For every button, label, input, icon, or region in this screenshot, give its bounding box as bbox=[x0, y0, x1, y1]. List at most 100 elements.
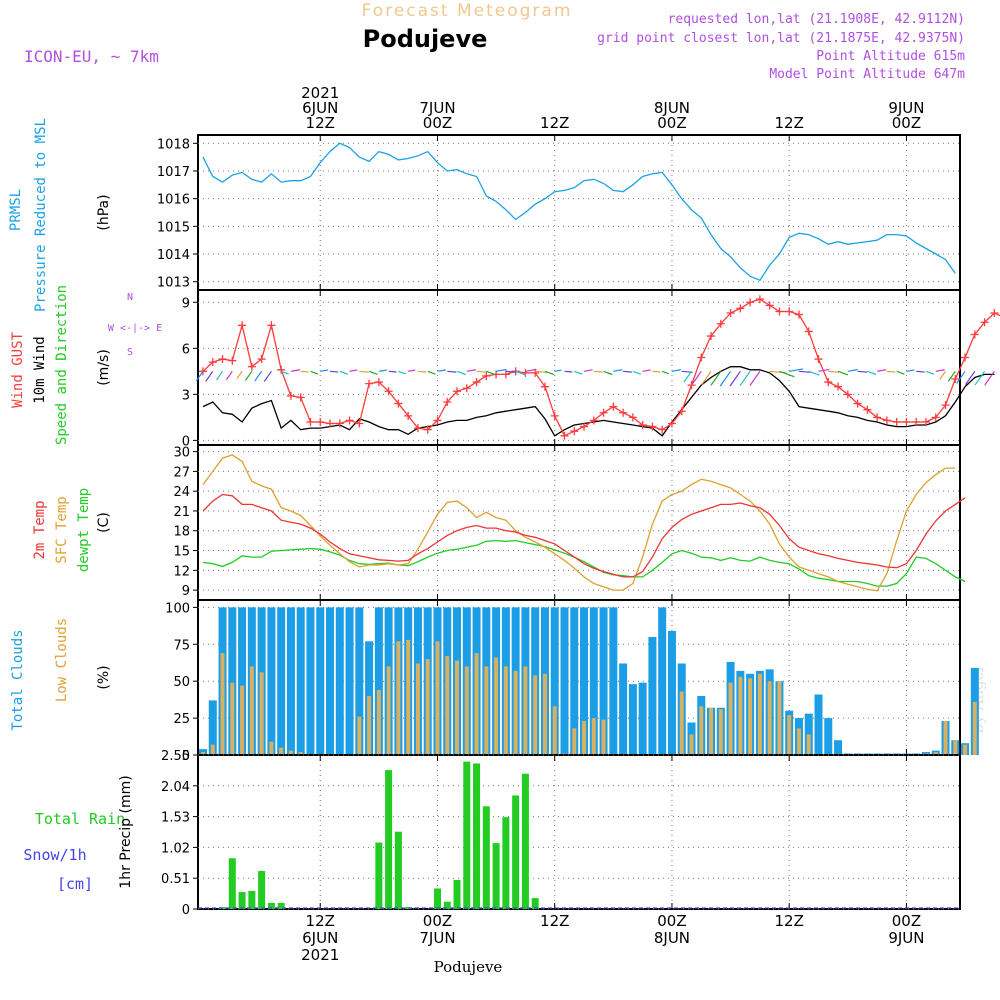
y-tick-label: 18 bbox=[173, 525, 190, 540]
y-tick-label: 30 bbox=[173, 446, 190, 461]
low-cloud-bar bbox=[523, 666, 528, 755]
low-cloud-bar bbox=[425, 659, 430, 755]
gust-point bbox=[404, 411, 413, 420]
low-cloud-bar bbox=[357, 716, 362, 755]
gust-point bbox=[238, 321, 247, 330]
bottom-time-label: 9JUN bbox=[888, 929, 924, 947]
panel-frame-2 bbox=[197, 444, 961, 601]
top-time-label: 00Z bbox=[423, 114, 452, 132]
wind-direction-arrow bbox=[623, 370, 632, 373]
model-label: ICON-EU, ~ 7km bbox=[24, 47, 159, 66]
wind-direction-arrow bbox=[956, 370, 966, 384]
rain-bar bbox=[502, 817, 510, 909]
rain-bar bbox=[277, 902, 285, 909]
gust-point bbox=[540, 382, 549, 391]
low-cloud-bar bbox=[298, 752, 303, 755]
gust-point bbox=[423, 425, 432, 434]
wind-direction-arrow bbox=[798, 370, 811, 373]
top-time-label: 9JUN bbox=[888, 99, 924, 117]
y-axis-label: 10m Wind bbox=[32, 336, 48, 403]
compass-we: W <-|-> E bbox=[108, 323, 162, 334]
total-cloud-bar bbox=[609, 607, 618, 755]
low-cloud-bar bbox=[679, 691, 684, 755]
gust-point bbox=[580, 422, 589, 431]
rain-legend: Total Rain bbox=[35, 810, 125, 828]
total-cloud-bar bbox=[238, 607, 247, 755]
gust-point bbox=[560, 431, 569, 440]
gust-point bbox=[736, 304, 745, 313]
gust-point bbox=[824, 378, 833, 387]
low-cloud-bar bbox=[689, 734, 694, 755]
total-cloud-bar bbox=[628, 684, 637, 755]
rain-bar bbox=[228, 858, 236, 909]
y-tick-label: 6 bbox=[182, 342, 190, 357]
low-cloud-bar bbox=[249, 666, 254, 755]
top-time-label: 00Z bbox=[892, 114, 921, 132]
wind-direction-arrow bbox=[719, 370, 732, 387]
gust-point bbox=[716, 319, 725, 328]
gust-point bbox=[589, 416, 598, 425]
gust-point bbox=[814, 355, 823, 364]
total-cloud-bar bbox=[277, 607, 286, 755]
wind-direction-arrow bbox=[290, 369, 301, 372]
total-cloud-bar bbox=[648, 636, 657, 755]
y-tick-label: 75 bbox=[173, 638, 190, 653]
wind-direction-arrow bbox=[329, 370, 339, 373]
rain-bar bbox=[394, 831, 402, 909]
low-cloud-bar bbox=[269, 741, 274, 755]
wind-direction-arrow bbox=[535, 370, 547, 373]
compass-n: N bbox=[127, 292, 133, 303]
low-cloud-bar bbox=[210, 744, 215, 755]
wind-direction-arrow bbox=[613, 369, 623, 372]
gust-point bbox=[667, 419, 676, 428]
top-time-label: 2021 bbox=[301, 84, 339, 102]
wind-direction-arrow bbox=[359, 370, 369, 373]
gust-point bbox=[550, 411, 559, 420]
gust-point bbox=[961, 353, 970, 362]
top-time-label: 12Z bbox=[306, 114, 335, 132]
gust-point bbox=[921, 417, 930, 426]
wind-direction-arrow bbox=[236, 370, 243, 380]
wind-direction-arrow bbox=[574, 370, 583, 375]
low-cloud-bar bbox=[709, 707, 714, 755]
wind-direction-arrow bbox=[564, 370, 573, 373]
gust-point bbox=[853, 399, 862, 408]
wind-direction-arrow bbox=[310, 370, 319, 375]
rain-bar bbox=[463, 761, 471, 909]
gust-point bbox=[765, 301, 774, 310]
snow-legend: Snow/1h bbox=[23, 846, 86, 864]
gust-point bbox=[902, 417, 911, 426]
low-cloud-bar bbox=[738, 676, 743, 755]
gust-point bbox=[951, 375, 960, 384]
wind-direction-arrow bbox=[476, 370, 487, 373]
total-cloud-bar bbox=[326, 607, 335, 755]
y-tick-label: 0 bbox=[182, 434, 190, 449]
location-title: Podujeve bbox=[363, 25, 488, 53]
precip-axis-label: 1hr Precip (mm) bbox=[118, 775, 134, 888]
low-cloud-bar bbox=[552, 706, 557, 755]
y-tick-label: 12 bbox=[173, 564, 190, 579]
y-tick-label: 9 bbox=[182, 296, 190, 311]
total-cloud-bar bbox=[335, 607, 344, 755]
gust-point bbox=[443, 398, 452, 407]
gust-point bbox=[697, 353, 706, 362]
y-tick-label: 0.51 bbox=[161, 872, 190, 887]
gust-point bbox=[941, 401, 950, 410]
rain-bar bbox=[375, 842, 383, 909]
gust-point bbox=[384, 387, 393, 396]
total-cloud-bar bbox=[550, 607, 559, 755]
bottom-time-label: 00Z bbox=[892, 912, 921, 930]
gust-point bbox=[843, 390, 852, 399]
temp-2m-line bbox=[202, 493, 966, 578]
wind-direction-arrow bbox=[867, 370, 877, 376]
gust-point bbox=[365, 379, 374, 388]
wind-direction-arrow bbox=[427, 370, 436, 375]
low-cloud-bar bbox=[220, 653, 225, 755]
y-tick-label: 27 bbox=[173, 465, 190, 480]
gust-point bbox=[433, 416, 442, 425]
low-cloud-bar bbox=[279, 747, 284, 755]
low-cloud-bar bbox=[464, 666, 469, 755]
wind-direction-arrow bbox=[701, 370, 712, 385]
gust-point bbox=[374, 378, 383, 387]
low-cloud-bar bbox=[259, 672, 264, 755]
